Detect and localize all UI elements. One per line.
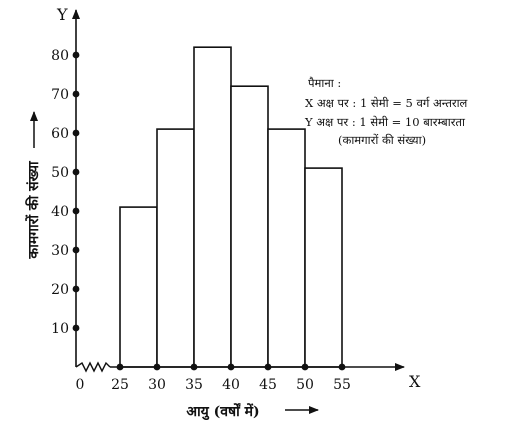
x-tick-label-35: 35 — [185, 377, 203, 393]
x-axis-point-40 — [227, 363, 235, 371]
y-axis-letter: Y — [56, 5, 68, 24]
x-axis-title-group: आयु (वर्षों में) — [186, 403, 319, 421]
histogram-bar-25-30 — [119, 206, 158, 368]
ticks-layer: 0 25 30 35 40 45 50 55 10 20 30 40 50 60 70 80 — [51, 48, 351, 393]
y-axis-point-30 — [72, 246, 80, 254]
y-tick-label-80: 80 — [51, 48, 69, 64]
y-tick-label-40: 40 — [51, 204, 69, 220]
scale-note-unit: (कामगारों की संख्या) — [338, 133, 426, 147]
histogram-bar-35-40 — [193, 46, 232, 368]
y-axis-point-50 — [72, 168, 80, 176]
y-axis-point-10 — [72, 324, 80, 332]
y-tick-label-30: 30 — [51, 243, 69, 259]
y-axis-title-group: कामगारों की संख्या — [25, 111, 42, 260]
x-axis-point-55 — [338, 363, 346, 371]
x-tick-label-30: 30 — [148, 377, 166, 393]
y-tick-label-60: 60 — [51, 126, 69, 142]
histogram-bar-40-45 — [230, 85, 269, 368]
histogram-bar-45-50 — [267, 128, 306, 368]
x-axis-point-30 — [153, 363, 161, 371]
x-tick-label-55: 55 — [333, 377, 351, 393]
x-axis-point-45 — [264, 363, 272, 371]
x-axis-point-35 — [190, 363, 198, 371]
scale-note: पैमाना : X अक्ष पर : 1 सेमी = 5 वर्ग अन्… — [304, 76, 468, 147]
x-tick-label-25: 25 — [111, 377, 129, 393]
x-tick-label-0: 0 — [76, 377, 85, 393]
y-tick-label-10: 10 — [51, 321, 69, 337]
scale-note-title: पैमाना : — [308, 76, 341, 90]
y-axis-title: कामगारों की संख्या — [25, 160, 42, 260]
y-axis-point-80 — [72, 51, 80, 59]
x-axis-break-zigzag — [75, 361, 111, 373]
y-axis-point-60 — [72, 129, 80, 137]
y-axis-point-40 — [72, 207, 80, 215]
y-axis-point-20 — [72, 285, 80, 293]
y-tick-label-20: 20 — [51, 282, 69, 298]
x-axis-title: आयु (वर्षों में) — [186, 403, 259, 421]
y-tick-label-70: 70 — [51, 87, 69, 103]
x-tick-label-40: 40 — [222, 377, 240, 393]
y-tick-label-50: 50 — [51, 165, 69, 181]
scale-note-x: X अक्ष पर : 1 सेमी = 5 वर्ग अन्तराल — [305, 96, 468, 110]
scale-note-y: Y अक्ष पर : 1 सेमी = 10 बारम्बारता — [304, 115, 466, 129]
histogram-bar-50-55 — [304, 167, 343, 368]
x-tick-label-45: 45 — [259, 377, 277, 393]
x-axis-letter: X — [409, 372, 421, 391]
x-tick-label-50: 50 — [296, 377, 314, 393]
bars-layer — [119, 46, 343, 368]
x-axis-point-50 — [301, 363, 309, 371]
histogram-bar-30-35 — [156, 128, 195, 368]
x-axis-point-25 — [116, 363, 124, 371]
y-axis-point-70 — [72, 90, 80, 98]
points-layer — [72, 51, 346, 371]
